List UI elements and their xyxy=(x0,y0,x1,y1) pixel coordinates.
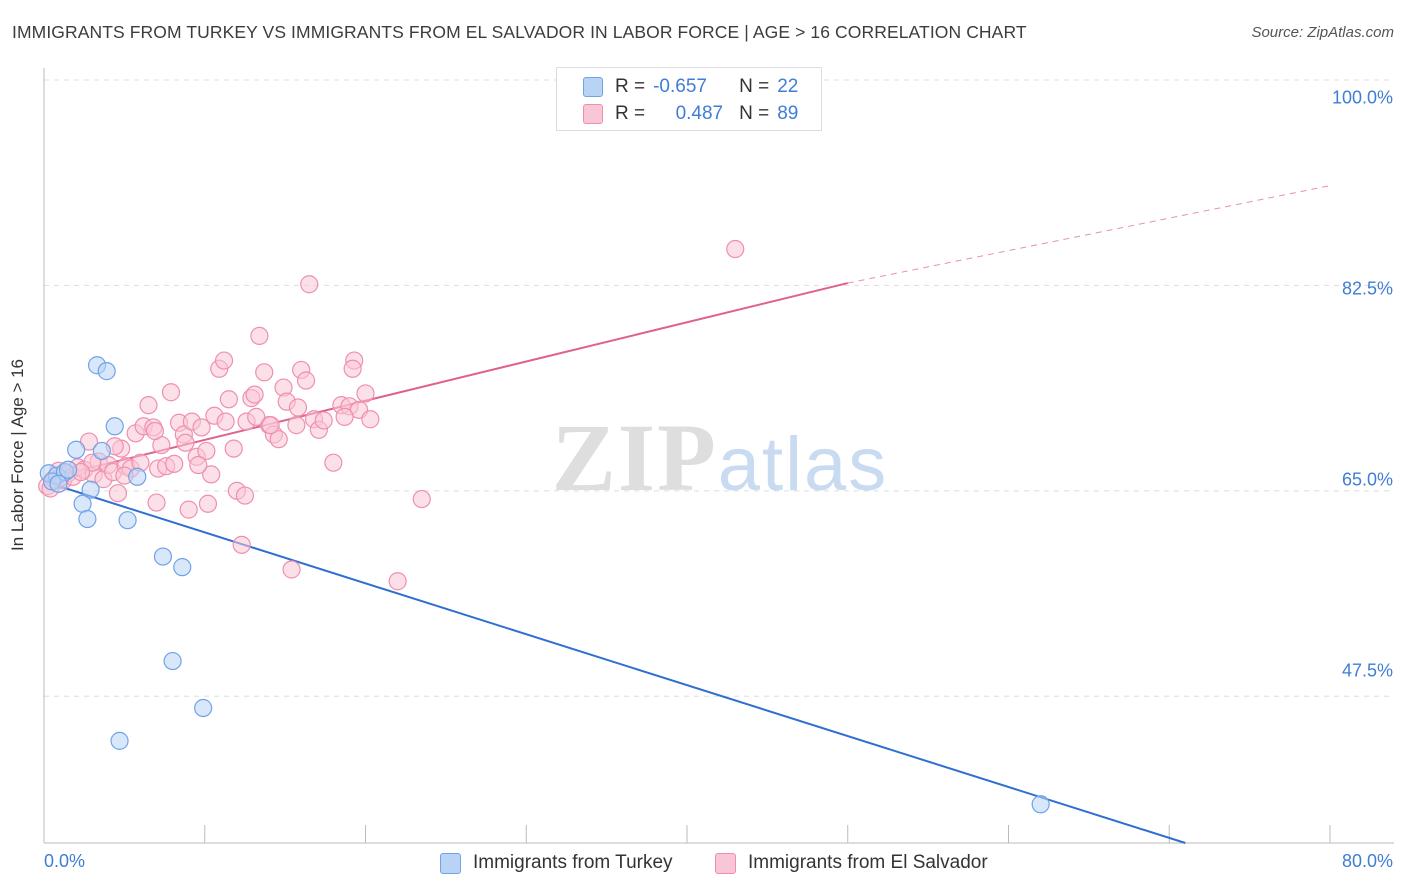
r-label: R = xyxy=(615,76,646,97)
elsalvador-point xyxy=(108,484,128,503)
points-layer xyxy=(38,239,1050,814)
n-value: 89 xyxy=(777,103,799,124)
elsalvador-point xyxy=(216,412,235,431)
elsalvador-point xyxy=(139,396,158,415)
elsalvador-point xyxy=(232,535,251,554)
elsalvador-point xyxy=(245,385,264,404)
elsalvador-point xyxy=(300,275,319,294)
elsalvador-point xyxy=(261,416,280,435)
correlation-legend: R = -0.657 N = 22 R = 0.487 N = 89 xyxy=(556,67,822,131)
elsalvador-point xyxy=(202,465,221,484)
elsalvador-point xyxy=(726,239,745,259)
elsalvador-point xyxy=(247,407,266,426)
turkey-point xyxy=(173,558,192,577)
elsalvador-point xyxy=(356,384,375,403)
grid-layer xyxy=(43,68,1394,844)
elsalvador-point xyxy=(296,371,316,390)
y-tick-label: 47.5% xyxy=(1341,660,1393,681)
legend-label-elsalvador: Immigrants from El Salvador xyxy=(748,852,988,873)
elsalvador-point xyxy=(250,326,269,345)
elsalvador-point xyxy=(189,455,208,475)
elsalvador-point xyxy=(147,493,166,512)
turkey-point xyxy=(128,467,147,486)
turkey-point xyxy=(97,362,116,381)
watermark: ZIPatlas xyxy=(552,404,889,511)
elsalvador-point xyxy=(165,454,184,473)
n-value: 22 xyxy=(777,76,799,97)
elsalvador-trend-extension xyxy=(847,185,1331,284)
elsalvador-point xyxy=(255,363,274,382)
turkey-point xyxy=(67,440,86,459)
turkey-point xyxy=(73,494,92,513)
elsalvador-point xyxy=(282,560,301,579)
x-tick-label-max: 80.0% xyxy=(1341,851,1393,871)
turkey-swatch xyxy=(440,852,461,874)
turkey-point xyxy=(194,698,213,718)
chart-title: IMMIGRANTS FROM TURKEY VS IMMIGRANTS FRO… xyxy=(12,22,1027,42)
turkey-point xyxy=(78,509,97,529)
legend-row-elsalvador: R = 0.487 N = 89 xyxy=(583,102,798,126)
y-tick-label: 65.0% xyxy=(1341,469,1393,490)
chart-source: Source: ZipAtlas.com xyxy=(1251,24,1394,41)
legend-item-elsalvador[interactable]: Immigrants from El Salvador xyxy=(715,852,988,874)
legend-label-turkey: Immigrants from Turkey xyxy=(473,852,673,873)
elsalvador-point xyxy=(388,572,407,591)
turkey-swatch xyxy=(583,77,603,97)
legend-item-turkey[interactable]: Immigrants from Turkey xyxy=(440,852,673,874)
elsalvador-point xyxy=(219,390,238,409)
elsalvador-point xyxy=(235,486,255,505)
r-value: -0.657 xyxy=(653,76,707,97)
elsalvador-point xyxy=(79,432,99,451)
elsalvador-point xyxy=(214,351,234,370)
n-label: N = xyxy=(739,76,770,97)
turkey-point xyxy=(118,511,137,530)
turkey-point xyxy=(110,731,129,750)
y-axis-label: In Labor Force | Age > 16 xyxy=(8,358,27,552)
elsalvador-point xyxy=(176,433,195,452)
x-tick-label-min: 0.0% xyxy=(44,851,86,871)
turkey-point xyxy=(105,417,124,436)
elsalvador-point xyxy=(335,407,354,426)
turkey-point xyxy=(1031,795,1050,814)
legend-row-turkey: R = -0.657 N = 22 xyxy=(583,75,798,99)
y-tick-label: 82.5% xyxy=(1341,278,1393,299)
turkey-point xyxy=(92,441,111,461)
elsalvador-point xyxy=(179,500,198,519)
elsalvador-point xyxy=(192,418,211,437)
elsalvador-point xyxy=(412,489,431,509)
turkey-point xyxy=(59,460,78,479)
n-label: N = xyxy=(739,103,770,124)
turkey-point xyxy=(153,547,173,566)
elsalvador-point xyxy=(343,359,362,378)
elsalvador-point xyxy=(197,441,216,461)
trend-layer xyxy=(43,185,1331,844)
turkey-point xyxy=(163,651,182,671)
r-value: 0.487 xyxy=(675,103,724,124)
elsalvador-swatch xyxy=(715,852,736,874)
elsalvador-point xyxy=(269,430,288,449)
elsalvador-point xyxy=(145,421,165,441)
turkey-trend-line xyxy=(43,480,1186,844)
elsalvador-point xyxy=(224,439,243,458)
elsalvador-point xyxy=(288,398,308,417)
elsalvador-point xyxy=(361,410,380,429)
r-label: R = xyxy=(615,103,646,124)
elsalvador-point xyxy=(161,383,181,402)
elsalvador-point xyxy=(198,494,218,513)
series-legend: Immigrants from Turkey Immigrants from E… xyxy=(0,852,1406,878)
turkey-point xyxy=(81,480,100,499)
elsalvador-swatch xyxy=(583,104,603,124)
turkey-point xyxy=(49,474,68,493)
y-tick-label: 100.0% xyxy=(1331,87,1393,108)
elsalvador-point xyxy=(287,416,306,435)
elsalvador-point xyxy=(314,411,333,430)
elsalvador-point xyxy=(324,453,343,472)
